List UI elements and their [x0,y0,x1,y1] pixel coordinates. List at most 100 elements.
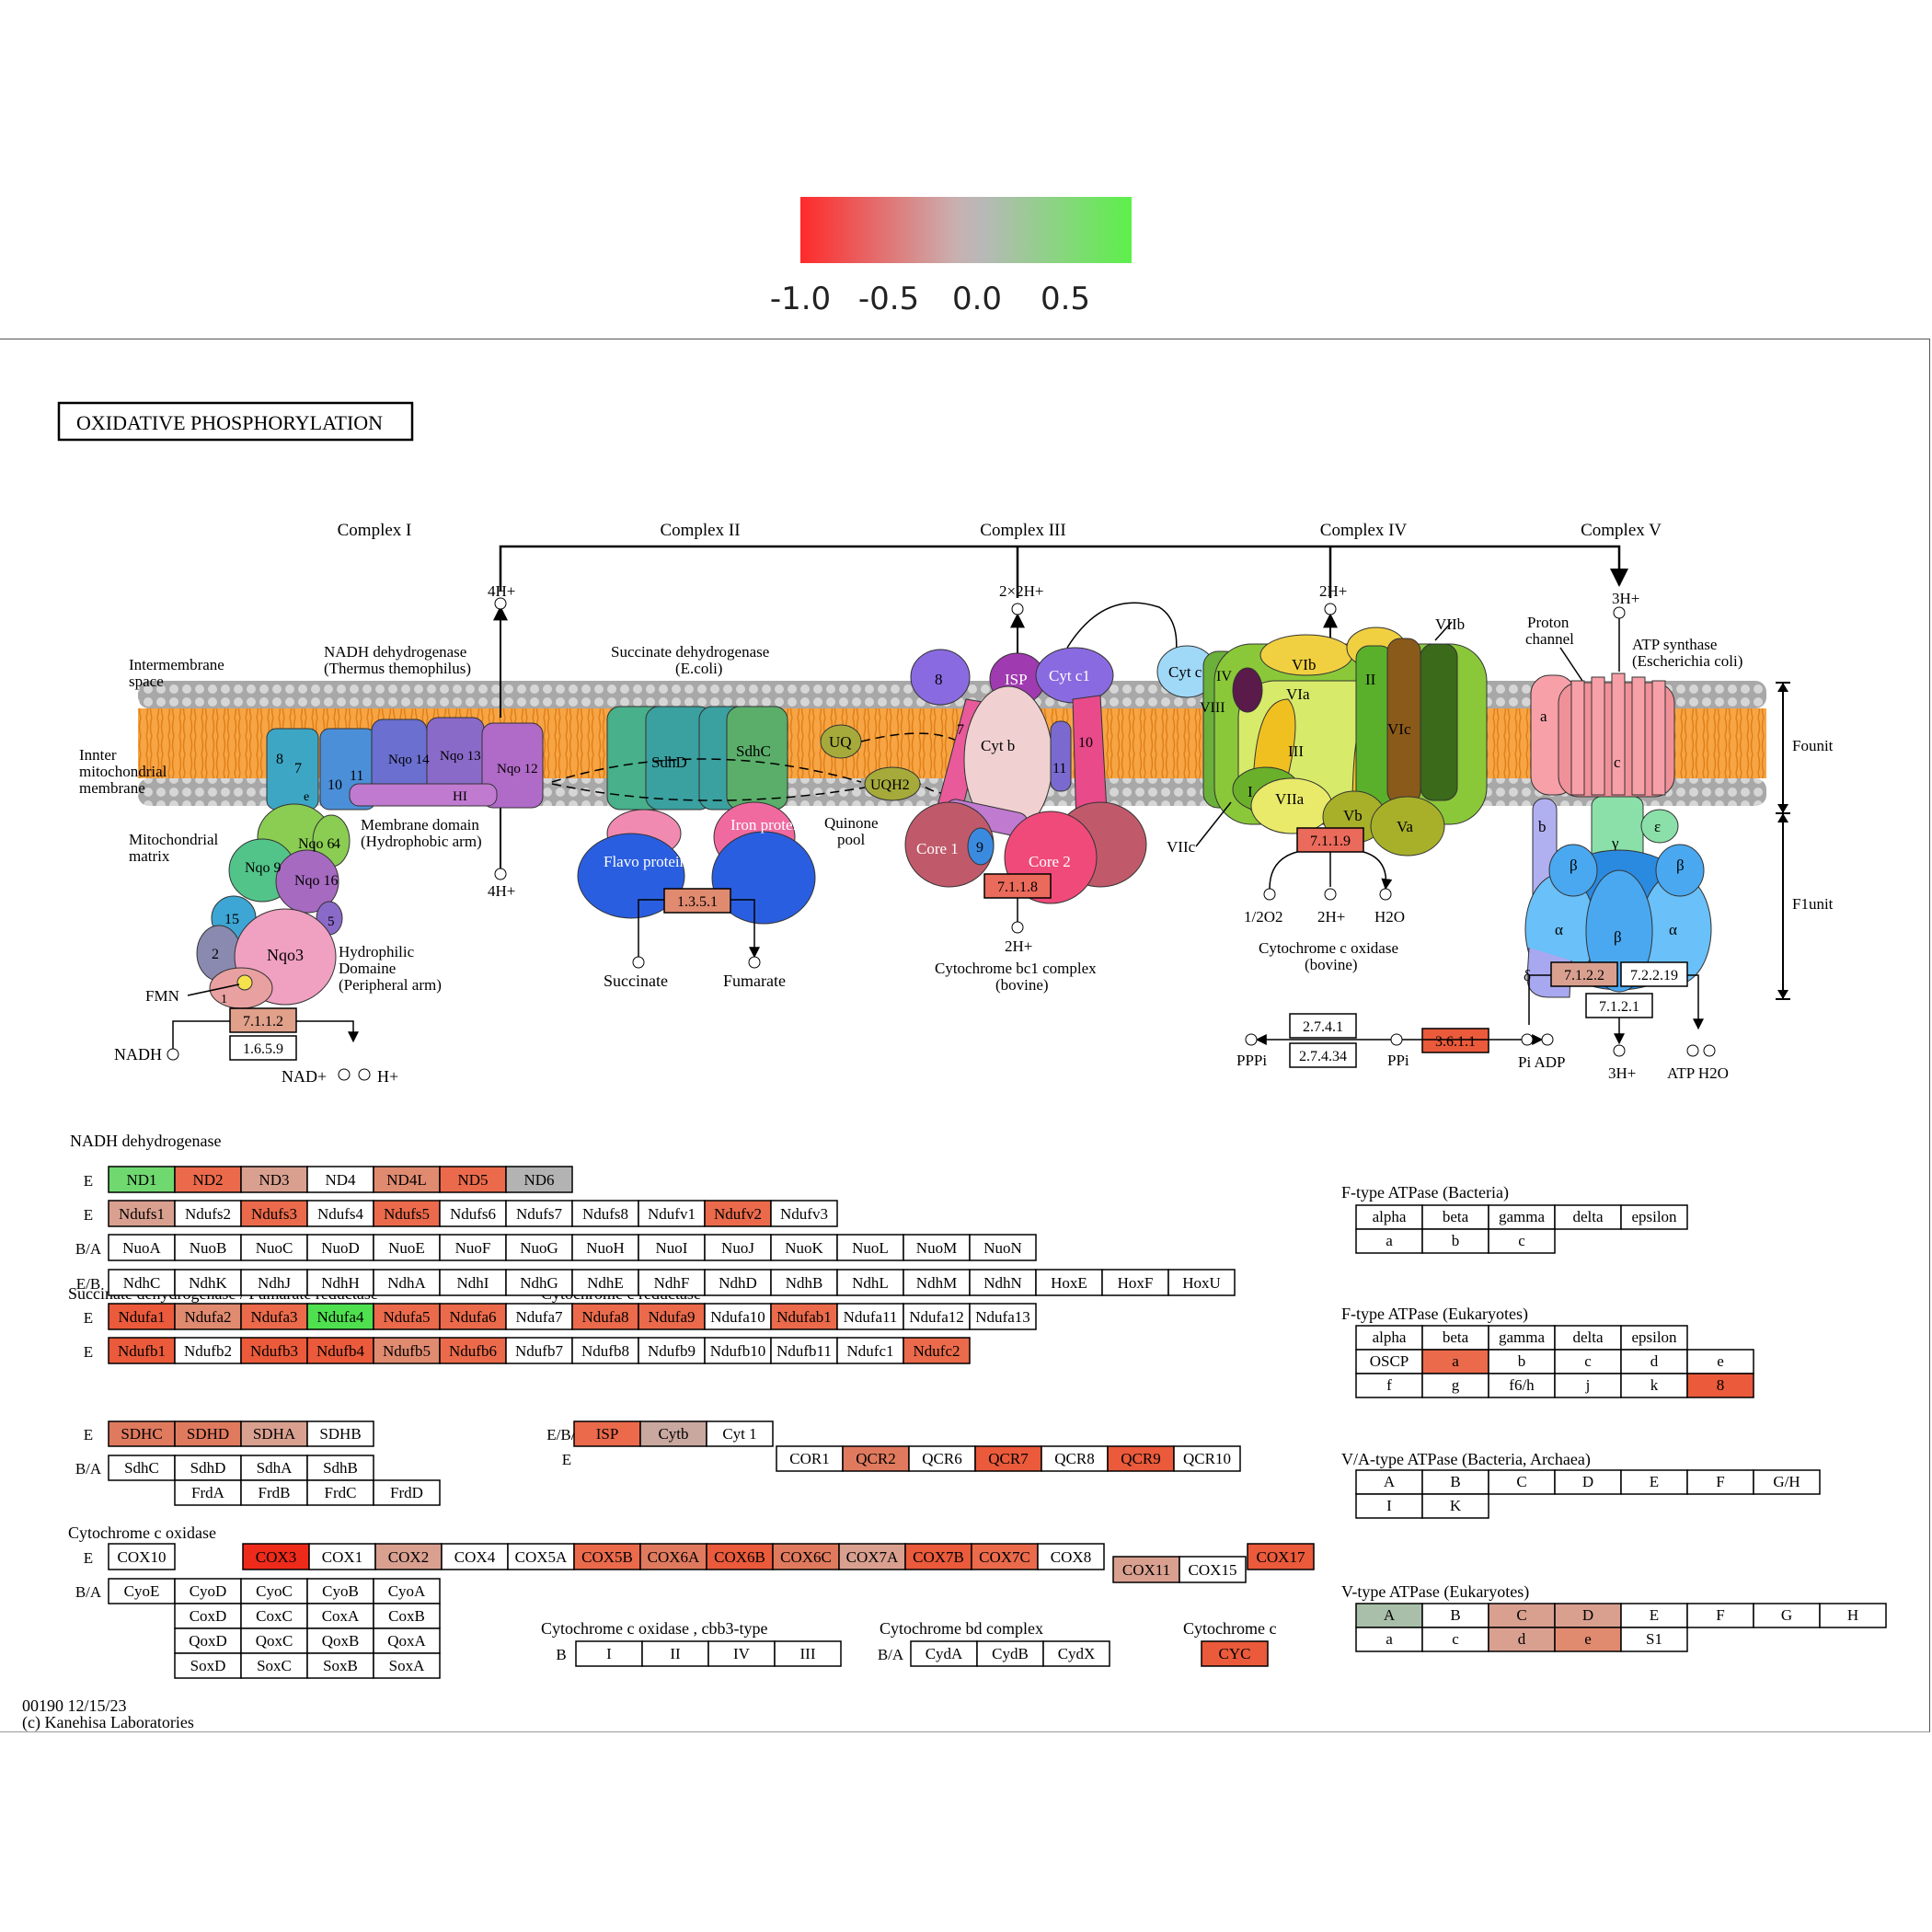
gene-box[interactable] [308,1543,376,1570]
gene-box[interactable] [1173,1445,1241,1472]
gene-box[interactable] [306,1303,374,1330]
gene-box[interactable] [969,1269,1037,1296]
gene-box[interactable] [770,1303,838,1330]
gene-box[interactable] [1620,1627,1688,1652]
gene-box[interactable] [770,1269,838,1296]
gene-box[interactable] [174,1652,242,1679]
gene-box[interactable] [306,1455,374,1481]
enzyme-box-7-2-2-19[interactable] [1620,961,1688,987]
gene-box[interactable] [836,1234,904,1261]
gene-box[interactable] [373,1627,441,1654]
enzyme-box-7-1-2-2[interactable] [1550,961,1618,987]
gene-box[interactable] [706,1420,774,1447]
gene-box[interactable] [903,1337,971,1364]
gene-box[interactable] [240,1269,308,1296]
gene-box[interactable] [706,1543,774,1570]
gene-box[interactable] [439,1303,507,1330]
gene-box[interactable] [108,1200,176,1227]
gene-box[interactable] [1179,1556,1247,1583]
gene-box[interactable] [1554,1373,1622,1398]
gene-box[interactable] [842,1445,910,1472]
enzyme-box-2-7-4-1[interactable] [1289,1013,1357,1039]
gene-box[interactable] [1201,1640,1269,1667]
gene-box[interactable] [1488,1325,1556,1351]
gene-box[interactable] [704,1337,772,1364]
gene-box[interactable] [373,1603,441,1629]
gene-box[interactable] [571,1269,639,1296]
gene-box[interactable] [505,1166,573,1193]
gene-box[interactable] [174,1166,242,1193]
gene-box[interactable] [1554,1204,1622,1230]
gene-box[interactable] [1421,1627,1489,1652]
enzyme-box-7-1-2-1[interactable] [1585,993,1653,1018]
enzyme-box-1-3-5-1[interactable] [663,888,731,914]
gene-box[interactable] [1112,1556,1180,1583]
gene-box[interactable] [174,1303,242,1330]
gene-box[interactable] [1753,1469,1821,1495]
gene-box[interactable] [1355,1228,1423,1254]
gene-box[interactable] [240,1200,308,1227]
gene-box[interactable] [1355,1325,1423,1351]
enzyme-box-2-7-4-34[interactable] [1289,1042,1357,1068]
gene-box[interactable] [1421,1325,1489,1351]
gene-box[interactable] [373,1652,441,1679]
gene-box[interactable] [1488,1373,1556,1398]
gene-box[interactable] [1554,1469,1622,1495]
gene-box[interactable] [573,1420,641,1447]
gene-box[interactable] [770,1337,838,1364]
gene-box[interactable] [108,1337,176,1364]
gene-box[interactable] [1488,1349,1556,1374]
gene-box[interactable] [306,1420,374,1447]
gene-box[interactable] [1042,1640,1110,1667]
gene-box[interactable] [108,1578,176,1604]
gene-box[interactable] [108,1269,176,1296]
gene-box[interactable] [704,1200,772,1227]
gene-box[interactable] [772,1543,840,1570]
gene-box[interactable] [1037,1543,1105,1570]
gene-box[interactable] [240,1455,308,1481]
gene-box[interactable] [240,1303,308,1330]
gene-box[interactable] [439,1234,507,1261]
gene-box[interactable] [903,1303,971,1330]
enzyme-box-3-6-1-1[interactable] [1421,1028,1489,1053]
gene-box[interactable] [770,1234,838,1261]
gene-box[interactable] [108,1420,176,1447]
gene-box[interactable] [306,1627,374,1654]
gene-box[interactable] [1620,1204,1688,1230]
gene-box[interactable] [1421,1603,1489,1628]
gene-box[interactable] [903,1234,971,1261]
gene-box[interactable] [505,1234,573,1261]
gene-box[interactable] [306,1337,374,1364]
gene-box[interactable] [373,1337,441,1364]
gene-box[interactable] [1355,1493,1423,1519]
gene-box[interactable] [910,1640,978,1667]
enzyme-box-7-1-1-2[interactable] [229,1007,297,1033]
gene-box[interactable] [639,1420,707,1447]
gene-box[interactable] [1620,1349,1688,1374]
gene-box[interactable] [373,1578,441,1604]
gene-box[interactable] [1421,1349,1489,1374]
gene-box[interactable] [704,1303,772,1330]
gene-box[interactable] [571,1303,639,1330]
gene-box[interactable] [1686,1373,1754,1398]
gene-box[interactable] [374,1543,443,1570]
gene-box[interactable] [505,1200,573,1227]
gene-box[interactable] [1753,1603,1821,1628]
gene-box[interactable] [306,1166,374,1193]
gene-box[interactable] [306,1652,374,1679]
gene-box[interactable] [240,1337,308,1364]
gene-box[interactable] [240,1234,308,1261]
gene-box[interactable] [1620,1469,1688,1495]
gene-box[interactable] [575,1640,643,1667]
gene-box[interactable] [174,1479,242,1506]
gene-box[interactable] [1488,1228,1556,1254]
gene-box[interactable] [1247,1543,1315,1570]
gene-box[interactable] [571,1234,639,1261]
gene-box[interactable] [373,1234,441,1261]
gene-box[interactable] [1101,1269,1169,1296]
gene-box[interactable] [108,1455,176,1481]
gene-box[interactable] [704,1269,772,1296]
gene-box[interactable] [1421,1493,1489,1519]
gene-box[interactable] [1686,1469,1754,1495]
gene-box[interactable] [969,1303,1037,1330]
